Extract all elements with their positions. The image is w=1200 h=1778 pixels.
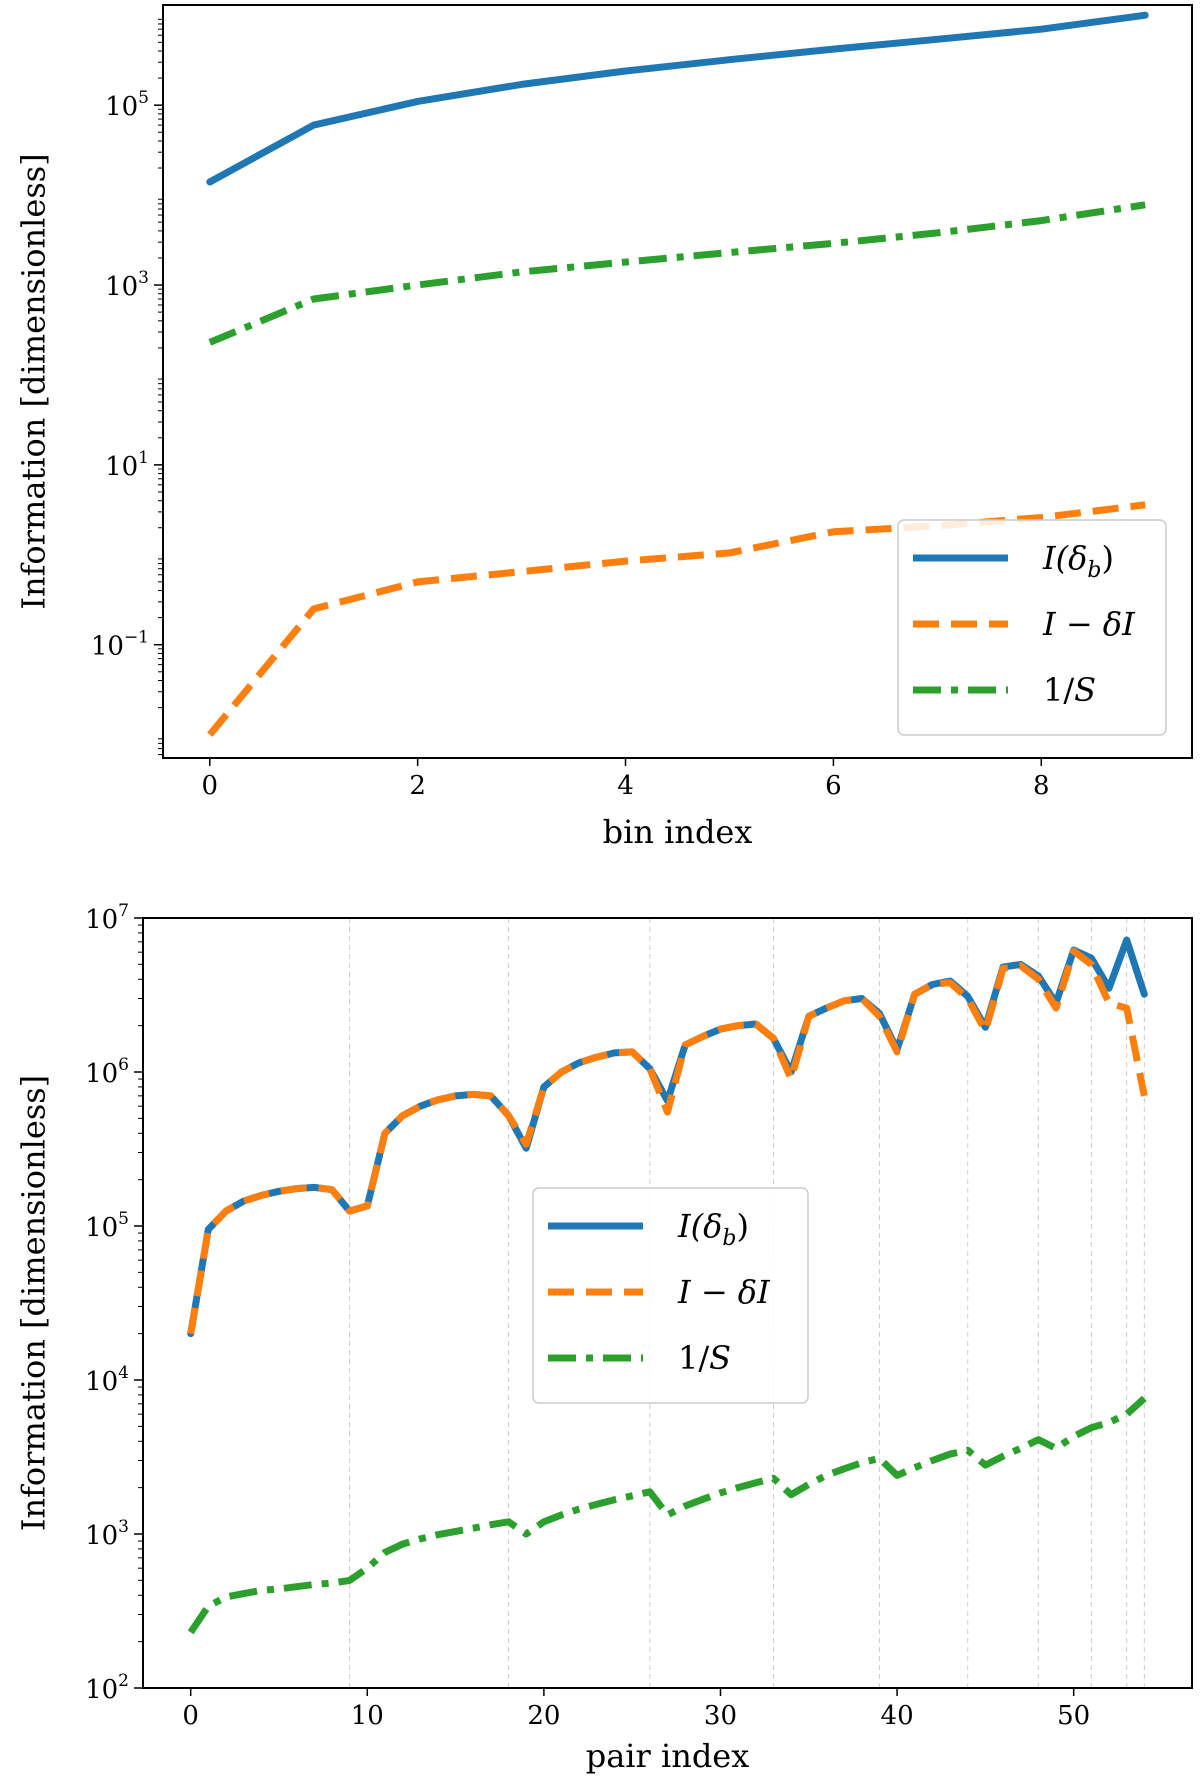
x-tick-label: 6: [825, 771, 842, 801]
y-tick-label: 105: [85, 1209, 129, 1243]
x-tick-label: 4: [617, 771, 634, 801]
legend-label-3: 1/S: [1043, 671, 1096, 709]
plot-frame: [162, 4, 1193, 759]
series-line-2: [187, 947, 1148, 1335]
legend-label-3: 1/S: [678, 1339, 731, 1377]
legend: I(δb) I − δI 1/S: [532, 1187, 809, 1404]
y-tick-label: 105: [105, 88, 149, 122]
legend-label-2: I − δI: [677, 1273, 771, 1311]
legend-label-1: I(δb): [1042, 539, 1114, 583]
y-axis-title: Information [dimensionless]: [15, 1075, 53, 1531]
legend-label-1: I(δb): [677, 1207, 749, 1251]
y-tick-label: 107: [85, 901, 129, 935]
x-tick-label: 8: [1033, 771, 1050, 801]
x-tick-label: 0: [182, 1701, 199, 1731]
plot-frame: [142, 917, 1193, 1689]
series-line-3: [187, 1395, 1147, 1635]
y-tick-label: 104: [85, 1363, 129, 1397]
series-line-3: [208, 201, 1146, 346]
x-tick-label: 10: [351, 1701, 384, 1731]
bottom-panel: 0 10 20 30 40 50 102 103 104 105 106 107 pair index I…: [15, 901, 1193, 1775]
y-tick-label: 103: [85, 1517, 129, 1551]
x-tick-label: 40: [881, 1701, 914, 1731]
y-axis-title: Information [dimensionless]: [15, 153, 53, 609]
y-tick-label: 101: [105, 448, 149, 482]
x-axis-title: pair index: [586, 1737, 750, 1775]
y-tick-label: 10−1: [91, 628, 149, 662]
x-tick-label: 50: [1057, 1701, 1090, 1731]
top-panel: 0 2 4 6 8 10−1 101 103 105 bin index Information […: [15, 4, 1193, 851]
y-tick-label: 103: [105, 268, 149, 302]
x-tick-label: 0: [201, 771, 218, 801]
series-line-1: [206, 11, 1149, 186]
y-tick-label: 106: [85, 1055, 129, 1089]
x-tick-label: 20: [527, 1701, 560, 1731]
x-tick-label: 30: [704, 1701, 737, 1731]
x-tick-label: 2: [409, 771, 426, 801]
legend-label-2: I − δI: [1042, 605, 1136, 643]
legend: I(δb) I − δI 1/S: [897, 519, 1167, 736]
x-axis-title: bin index: [603, 813, 753, 851]
y-tick-label: 102: [85, 1671, 129, 1705]
